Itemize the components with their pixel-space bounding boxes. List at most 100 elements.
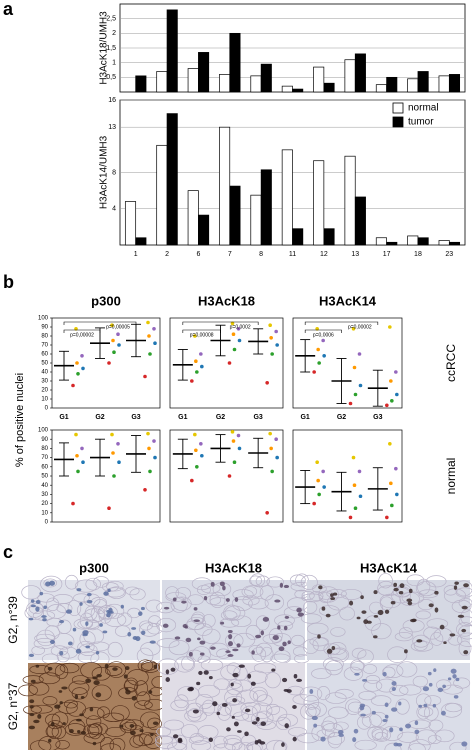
- cell-membrane: [156, 726, 171, 737]
- nucleus: [251, 650, 255, 655]
- data-point: [194, 359, 198, 364]
- cell-membrane: [316, 729, 335, 739]
- nucleus: [406, 598, 413, 602]
- nucleus: [45, 581, 51, 587]
- cell-membrane: [42, 696, 58, 706]
- nucleus: [208, 737, 214, 743]
- cell-membrane: [91, 684, 112, 702]
- cell-membrane: [334, 688, 354, 699]
- cell-membrane: [43, 578, 58, 588]
- cell-membrane: [129, 735, 144, 748]
- nucleus: [42, 618, 47, 622]
- x-tick-label: 17: [383, 251, 391, 258]
- nucleus: [30, 599, 35, 603]
- nucleus: [86, 599, 93, 604]
- cell-membrane: [68, 680, 90, 695]
- nucleus: [283, 584, 290, 589]
- nucleus: [43, 605, 47, 610]
- cell-membrane: [31, 645, 45, 656]
- nucleus: [311, 715, 318, 721]
- nucleus: [318, 585, 323, 590]
- bar: [313, 66, 325, 93]
- cell-membrane: [231, 596, 253, 611]
- cell-membrane: [124, 719, 144, 731]
- y-axis-label: % of positive nuclei: [14, 373, 26, 467]
- nucleus: [149, 640, 156, 644]
- bracket: [182, 321, 259, 325]
- nucleus: [354, 672, 360, 676]
- nucleus: [210, 646, 216, 650]
- cell-membrane: [382, 666, 396, 679]
- nucleus: [278, 646, 285, 652]
- nucleus: [35, 606, 40, 612]
- data-point: [357, 469, 362, 474]
- nucleus: [244, 708, 251, 713]
- cell-membrane: [311, 668, 332, 679]
- x-tick-label: G1: [300, 414, 309, 421]
- data-point: [232, 347, 237, 352]
- nucleus: [461, 741, 468, 747]
- nucleus: [125, 687, 129, 692]
- data-point: [190, 379, 194, 383]
- bar: [166, 113, 178, 246]
- data-point: [195, 370, 199, 374]
- cell-membrane: [105, 665, 123, 676]
- cell-membrane: [226, 696, 246, 705]
- x-tick-label: G3: [253, 414, 262, 421]
- cell-membrane: [330, 627, 346, 637]
- cell-membrane: [325, 692, 347, 704]
- cell-membrane: [55, 739, 70, 750]
- cell-membrane: [124, 677, 139, 693]
- nucleus: [54, 704, 61, 709]
- nucleus: [330, 593, 334, 597]
- nucleus: [452, 674, 457, 679]
- cell-membrane: [415, 610, 431, 620]
- cell-membrane: [246, 670, 268, 684]
- y-tick-label: 16: [108, 97, 116, 104]
- nucleus: [28, 653, 35, 658]
- nucleus: [141, 630, 146, 635]
- y-tick-label: 90: [41, 437, 48, 443]
- nucleus: [129, 724, 135, 728]
- cell-membrane: [449, 741, 467, 750]
- data-point: [81, 366, 85, 371]
- nucleus: [274, 599, 281, 603]
- nucleus: [49, 639, 55, 644]
- nucleus: [384, 702, 389, 708]
- cell-membrane: [426, 575, 447, 588]
- data-point: [275, 455, 279, 460]
- nucleus: [414, 729, 420, 735]
- nucleus: [384, 609, 390, 614]
- bar: [323, 228, 335, 246]
- nucleus: [423, 703, 428, 708]
- x-tick-label: G1: [59, 414, 68, 421]
- nucleus: [283, 625, 288, 631]
- cell-membrane: [165, 592, 187, 602]
- nucleus: [282, 677, 288, 683]
- data-point: [389, 481, 393, 486]
- data-point: [390, 503, 394, 508]
- data-point: [81, 460, 85, 465]
- y-tick-label: 0: [45, 520, 49, 526]
- nucleus: [284, 723, 289, 729]
- data-point: [227, 474, 232, 478]
- nucleus: [68, 641, 73, 646]
- nucleus: [172, 734, 179, 739]
- nucleus: [131, 627, 137, 630]
- nucleus: [453, 695, 459, 699]
- cell-membrane: [322, 657, 344, 671]
- column-title: p300: [91, 293, 121, 308]
- data-point: [107, 506, 111, 511]
- cell-membrane: [134, 680, 149, 697]
- cell-membrane: [174, 656, 196, 673]
- cell-membrane: [139, 620, 153, 631]
- nucleus: [28, 617, 34, 621]
- data-point: [231, 439, 236, 443]
- nucleus: [292, 705, 297, 709]
- nucleus: [140, 606, 145, 611]
- nucleus: [293, 674, 298, 679]
- nucleus: [222, 585, 226, 591]
- cell-membrane: [363, 679, 383, 692]
- data-point: [270, 352, 274, 356]
- column-title: H3AcK14: [319, 293, 377, 308]
